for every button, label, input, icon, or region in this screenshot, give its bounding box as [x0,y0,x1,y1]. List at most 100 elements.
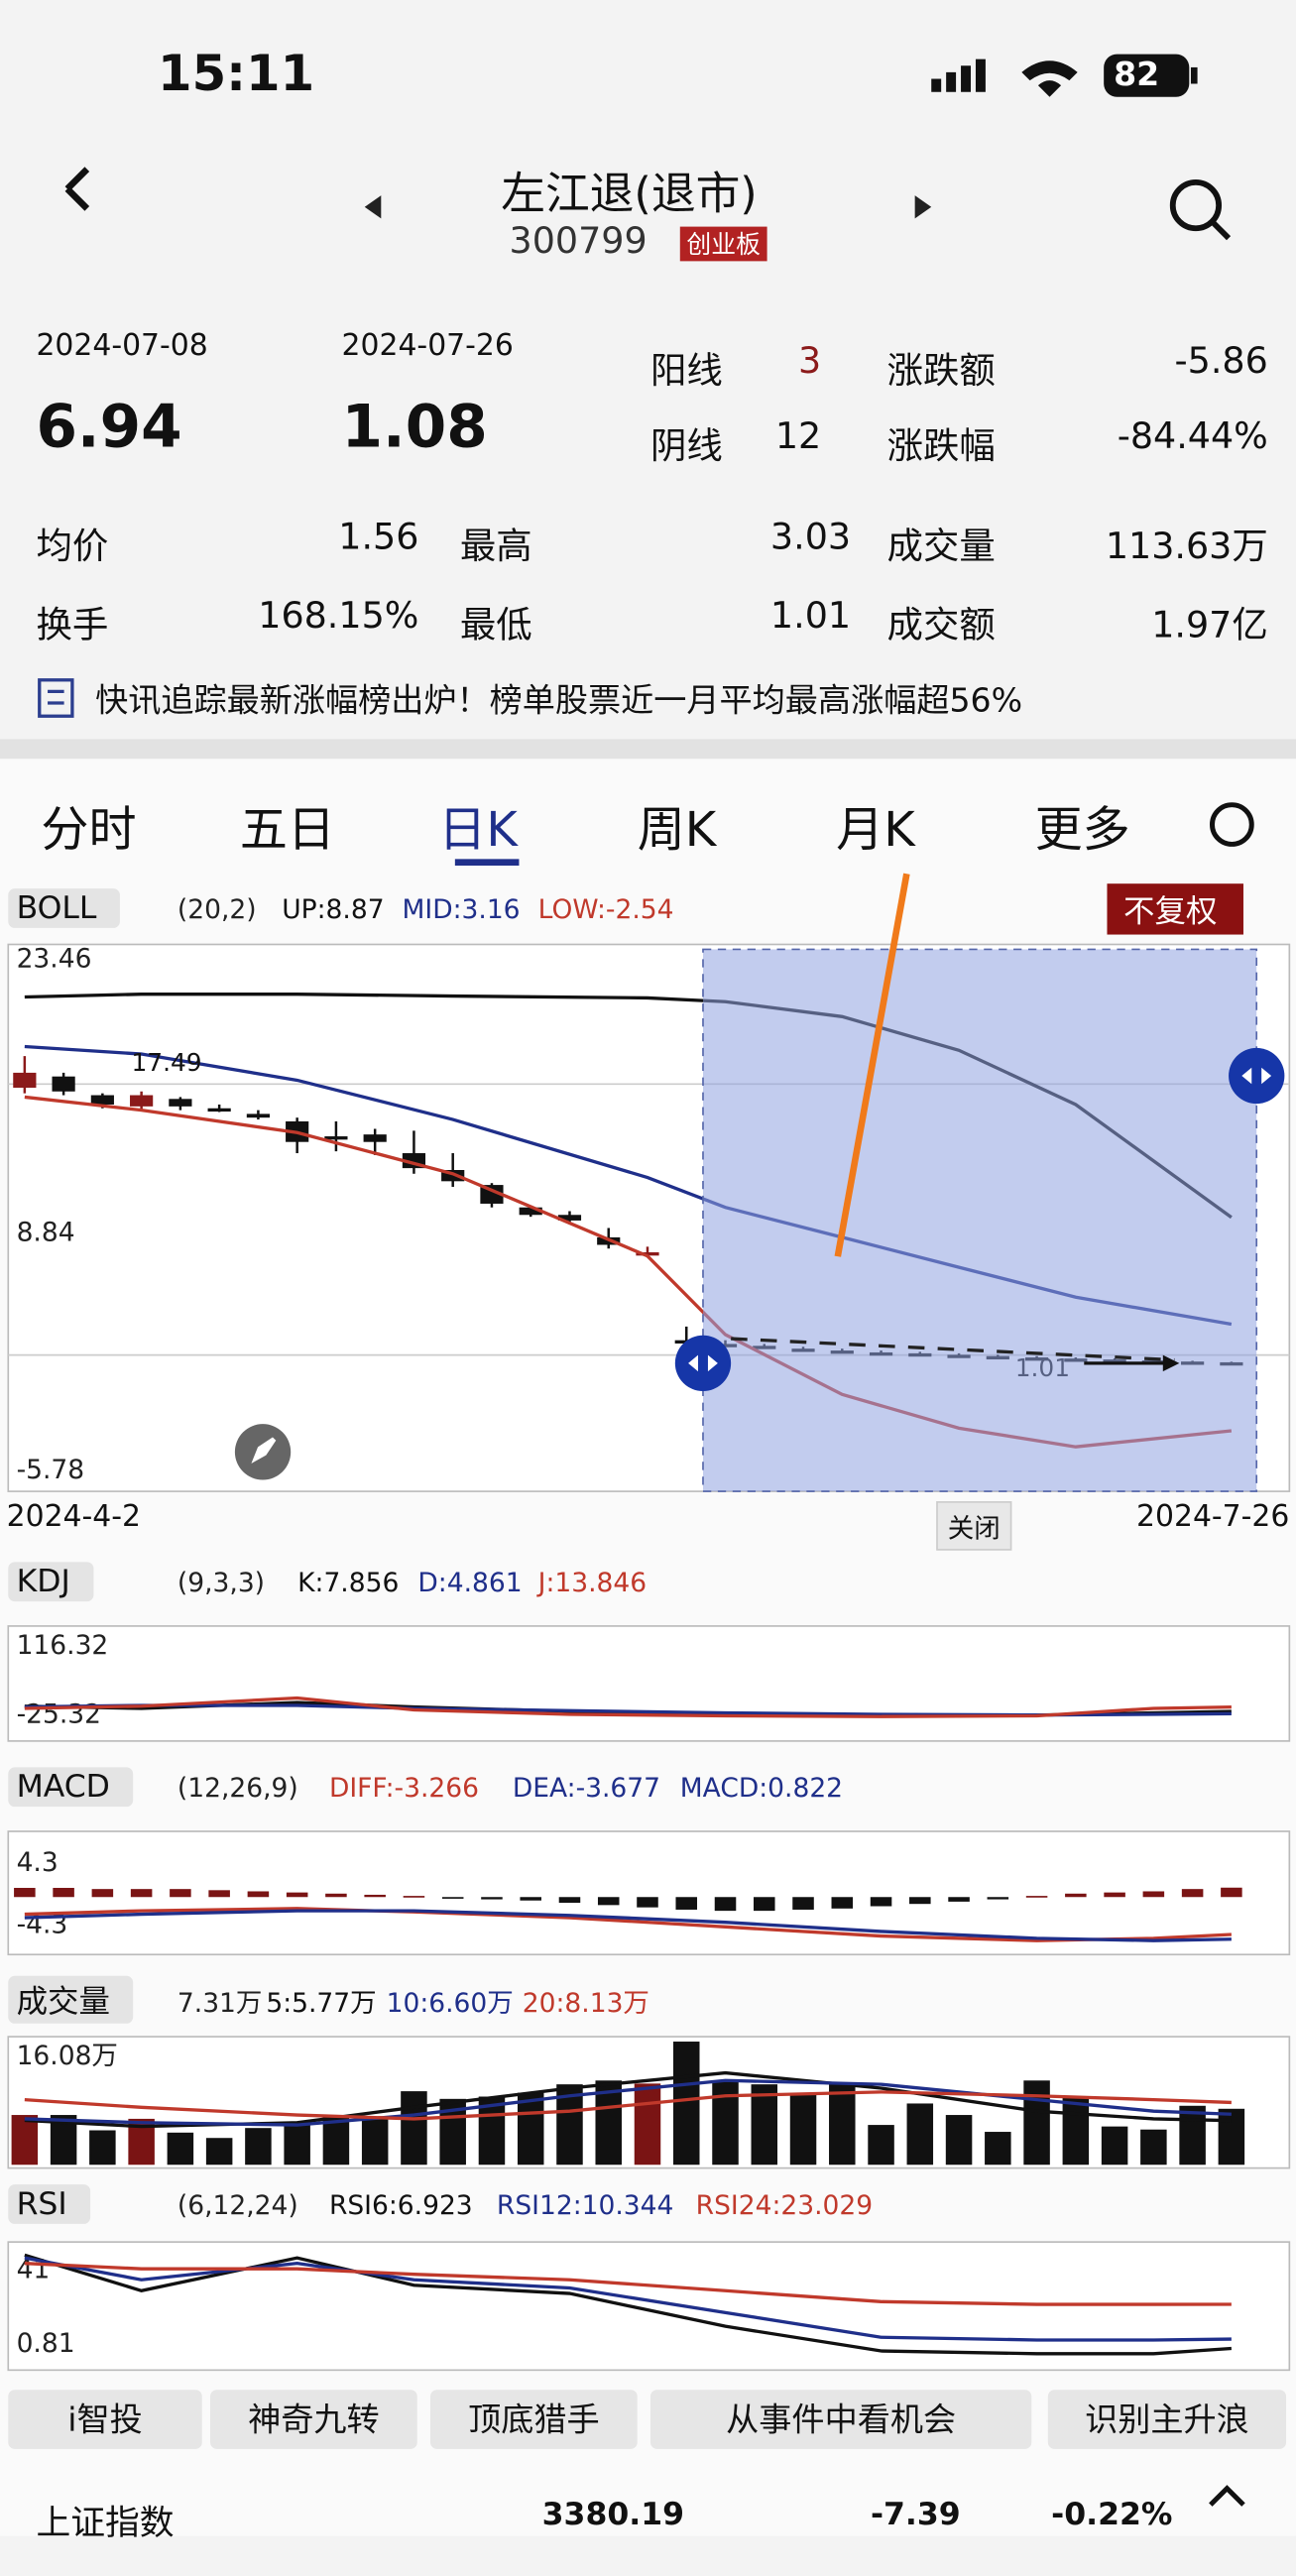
summary-cell: 113.63万 [1105,527,1268,569]
candle-body [90,1095,114,1105]
settings-icon[interactable] [1210,802,1254,847]
bar [1023,2080,1050,2166]
y-tick-label: 116.32 [17,1630,109,1661]
tab[interactable]: 月K [836,801,915,858]
bar [1104,1892,1125,1898]
indicator-button[interactable]: 成交量 [8,1975,134,2024]
bar [1101,2126,1128,2166]
indicator-button[interactable]: BOLL [8,888,120,928]
bar [792,1897,814,1910]
tool-button[interactable]: 顶底猎手 [430,2390,638,2449]
search-icon[interactable] [1169,178,1223,232]
tool-button[interactable]: 神奇九转 [210,2390,417,2449]
tool-button[interactable]: 识别主升浪 [1047,2390,1287,2449]
back-icon[interactable] [64,167,90,211]
candle-body [130,1095,154,1107]
summary-cell: 阴线 [649,426,723,469]
summary-cell: 阳线 [649,351,723,393]
candle-body [441,1170,465,1182]
bar [637,1897,658,1908]
bar [948,1897,970,1902]
tab[interactable]: 五日 [239,801,335,858]
prev-icon[interactable] [364,195,382,219]
bar [712,2080,739,2166]
bar [1221,1887,1242,1898]
bar [517,2092,544,2166]
index-change: -7.39 [870,2496,961,2533]
expand-icon[interactable] [1209,2485,1245,2507]
bar [403,1896,425,1898]
summary-cell: 均价 [36,527,109,569]
plot-frame [7,1625,1291,1742]
y-tick-label: -25.32 [17,1699,101,1730]
legend-entry: 5:5.77万 [266,1987,377,2019]
summary-cell: -5.86 [1174,341,1268,383]
summary-cell: 1.56 [338,517,419,559]
legend-entry: (20,2) [177,893,257,925]
bar [714,1897,737,1912]
search-handle [1210,219,1232,241]
bar [1179,2105,1206,2166]
legend-entry: 20:8.13万 [522,1987,649,2019]
bar [751,2084,778,2166]
tab[interactable]: 分时 [41,801,137,858]
y-tick-label: 23.46 [17,944,92,975]
bar [1062,2097,1090,2166]
y-tick-label: -5.78 [17,1455,85,1485]
summary-cell: -84.44% [1117,416,1268,459]
bar [89,2130,116,2166]
candle-body [169,1099,192,1107]
handle-right[interactable] [1229,1047,1285,1105]
bar [754,1897,775,1912]
candle-body [324,1136,348,1140]
indicator-line [24,2078,1232,2127]
battery-tip [1190,66,1198,84]
legend-entry: DEA:-3.677 [512,1772,661,1804]
candle-body [13,1072,37,1088]
bar [634,2083,661,2166]
x-start-label: 2024-4-2 [6,1499,141,1535]
bar [286,1892,308,1898]
summary-cell: 168.15% [258,596,419,638]
index-name: 上证指数 [36,2503,175,2543]
summary-cell: 1.01 [769,596,852,638]
bar [868,2125,894,2166]
bar [829,2084,856,2166]
bar [831,1897,854,1909]
bar [595,2080,622,2166]
bar [870,1897,892,1907]
handle-left[interactable] [674,1335,732,1392]
bar [11,2115,39,2166]
tool-button[interactable]: i智投 [8,2390,202,2449]
news[interactable]: 快讯追踪最新涨幅榜出炉！榜单股票近一月平均最高涨幅超56% [95,679,1023,720]
legend-entry: (9,3,3) [177,1567,266,1598]
summary-cell: 3 [798,341,822,383]
bar [1065,1893,1087,1898]
bar [1025,1896,1048,1898]
legend-entry: (6,12,24) [177,2189,298,2221]
candle-body [363,1134,387,1142]
button[interactable]: 不复权 [1107,883,1243,935]
selection[interactable] [702,948,1258,1492]
candle-body [52,1076,75,1092]
tab[interactable]: 更多 [1034,801,1130,858]
bar [987,1897,1009,1900]
battery-icon [1104,54,1190,97]
bar [361,2117,389,2166]
indicator-line [24,2253,1232,2356]
bar [364,1894,386,1898]
summary-cell: 成交量 [886,527,996,569]
indicator-button[interactable]: KDJ [8,1562,93,1602]
tab[interactable]: 周K [637,801,717,858]
bar [401,2091,427,2166]
close-button[interactable]: 关闭 [936,1501,1012,1551]
tool-button[interactable]: 从事件中看机会 [649,2390,1032,2449]
bar [441,1897,464,1899]
next-icon[interactable] [914,195,932,219]
plot-frame [7,1830,1291,1956]
indicator-button[interactable]: MACD [8,1767,134,1808]
tab-active[interactable]: 日K [438,801,518,858]
indicator-button[interactable]: RSI [8,2184,90,2224]
legend-entry: RSI6:6.923 [328,2189,473,2221]
